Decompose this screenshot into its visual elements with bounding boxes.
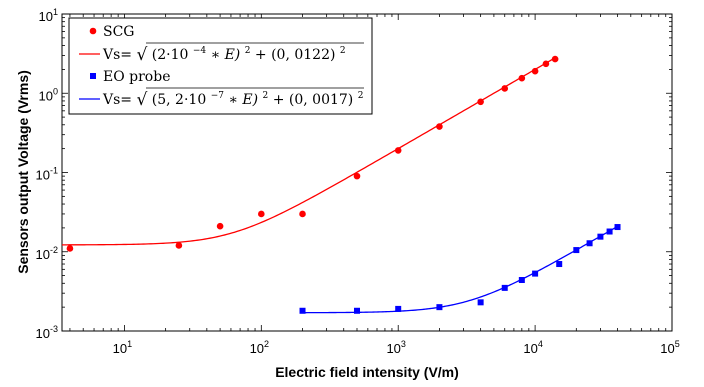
legend-scg-fit-sqrt: √ — [136, 45, 147, 65]
y-axis-title: Sensors output Voltage (Vrms) — [15, 70, 31, 274]
data-point-eo-probe — [299, 307, 306, 314]
data-point-eo-probe — [573, 247, 580, 254]
data-point-eo-probe — [586, 240, 593, 247]
x-tick-label: 103 — [386, 339, 405, 356]
legend-scg-fit-b-exp: 2 — [245, 46, 251, 56]
data-point-scg — [353, 172, 361, 180]
data-point-eo-probe — [436, 304, 443, 311]
x-axis-title: Electric field intensity (V/m) — [275, 364, 459, 380]
legend-eo-label: EO probe — [103, 69, 170, 85]
data-point-eo-probe — [597, 233, 604, 240]
legend-scg-marker — [89, 27, 97, 35]
legend-scg-fit-a-exp: −4 — [193, 46, 207, 56]
legend-scg-fit-prefix: Vs= — [102, 47, 132, 63]
data-point-eo-probe — [477, 299, 484, 306]
fit-curve-eo-probe — [302, 225, 618, 314]
data-point-eo-probe — [556, 261, 563, 268]
legend-eo-fit-a: (5, 2·10 — [152, 92, 206, 108]
data-point-scg — [477, 98, 484, 106]
y-tick-label: 100 — [39, 86, 58, 103]
data-point-scg — [518, 74, 526, 82]
y-tick-label: 10-2 — [36, 245, 58, 262]
legend-scg-label: SCG — [103, 24, 135, 40]
y-tick-label: 10-1 — [36, 166, 58, 183]
ticks-layer: 101 102 103 104 105 10-3 10-2 10-1 100 101 — [36, 7, 680, 356]
legend-box — [68, 17, 373, 115]
legend-scg-fit-c: + (0, 0122) — [255, 47, 336, 63]
legend-eo-marker — [90, 73, 96, 79]
data-point-eo-probe — [353, 307, 360, 314]
legend-eo-fit-b: ∗ E) — [228, 92, 258, 108]
legend: SCG Vs= √ (2·10 −4 ∗ E) 2 + (0, 0122) 2 … — [68, 17, 373, 115]
x-tick-label: 101 — [113, 339, 132, 356]
data-point-eo-probe — [614, 224, 621, 231]
data-point-scg — [436, 123, 443, 130]
data-point-scg — [66, 245, 74, 252]
legend-eo-fit-b-exp: 2 — [263, 91, 269, 101]
legend-scg-fit-b: ∗ E) — [211, 47, 241, 63]
data-point-scg — [501, 85, 509, 92]
legend-scg-fit-c-exp: 2 — [340, 46, 346, 56]
data-point-scg — [531, 67, 539, 75]
data-point-eo-probe — [501, 284, 508, 291]
points-layer — [66, 55, 621, 314]
x-tick-label: 105 — [660, 339, 679, 356]
x-tick-label: 102 — [250, 339, 269, 356]
legend-eo-fit-c: + (0, 0017) — [273, 92, 354, 108]
data-point-scg — [258, 210, 265, 218]
legend-eo-fit-c-exp: 2 — [358, 91, 364, 101]
legend-eo-fit-prefix: Vs= — [102, 92, 132, 108]
data-point-scg — [542, 60, 550, 68]
legend-eo-fit-sqrt: √ — [136, 90, 147, 110]
legend-scg-fit-formula: Vs= √ (2·10 −4 ∗ E) 2 + (0, 0122) 2 — [102, 41, 346, 65]
legend-eo-fit-a-exp: −7 — [211, 91, 225, 101]
data-point-eo-probe — [606, 228, 613, 235]
data-point-eo-probe — [532, 270, 539, 277]
y-tick-label: 10-3 — [36, 324, 58, 341]
x-tick-label: 104 — [523, 339, 542, 356]
data-point-scg — [551, 55, 559, 63]
legend-scg-fit-a: (2·10 — [152, 47, 189, 63]
legend-eo-fit-formula: Vs= √ (5, 2·10 −7 ∗ E) 2 + (0, 0017) 2 — [102, 86, 363, 110]
fit-curve-scg — [61, 57, 556, 246]
data-point-eo-probe — [395, 305, 402, 312]
data-point-scg — [175, 242, 183, 249]
data-point-eo-probe — [518, 277, 525, 284]
y-tick-label: 101 — [39, 7, 58, 24]
data-point-scg — [299, 210, 306, 218]
data-point-scg — [394, 147, 402, 154]
data-point-scg — [216, 222, 224, 230]
